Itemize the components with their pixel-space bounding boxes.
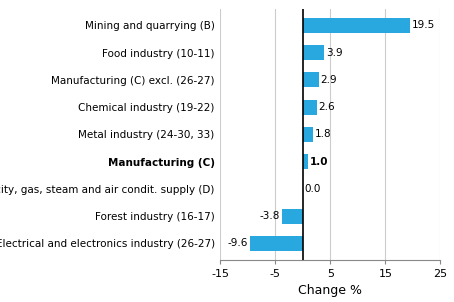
Text: -3.8: -3.8 [260, 211, 280, 221]
Text: 1.0: 1.0 [310, 157, 328, 167]
Text: 3.9: 3.9 [326, 48, 342, 58]
Bar [303, 72, 319, 87]
Bar [303, 18, 410, 33]
Text: 0.0: 0.0 [305, 184, 321, 194]
Bar [303, 127, 313, 142]
Text: 2.6: 2.6 [319, 102, 336, 112]
Text: 2.9: 2.9 [321, 75, 337, 85]
Bar [303, 100, 317, 115]
Text: 1.8: 1.8 [314, 129, 331, 140]
Text: 19.5: 19.5 [412, 21, 435, 31]
Bar [303, 45, 324, 60]
Text: -9.6: -9.6 [228, 238, 248, 248]
Bar [250, 236, 303, 251]
Bar [303, 154, 308, 169]
Bar [282, 209, 303, 223]
X-axis label: Change %: Change % [298, 284, 362, 297]
